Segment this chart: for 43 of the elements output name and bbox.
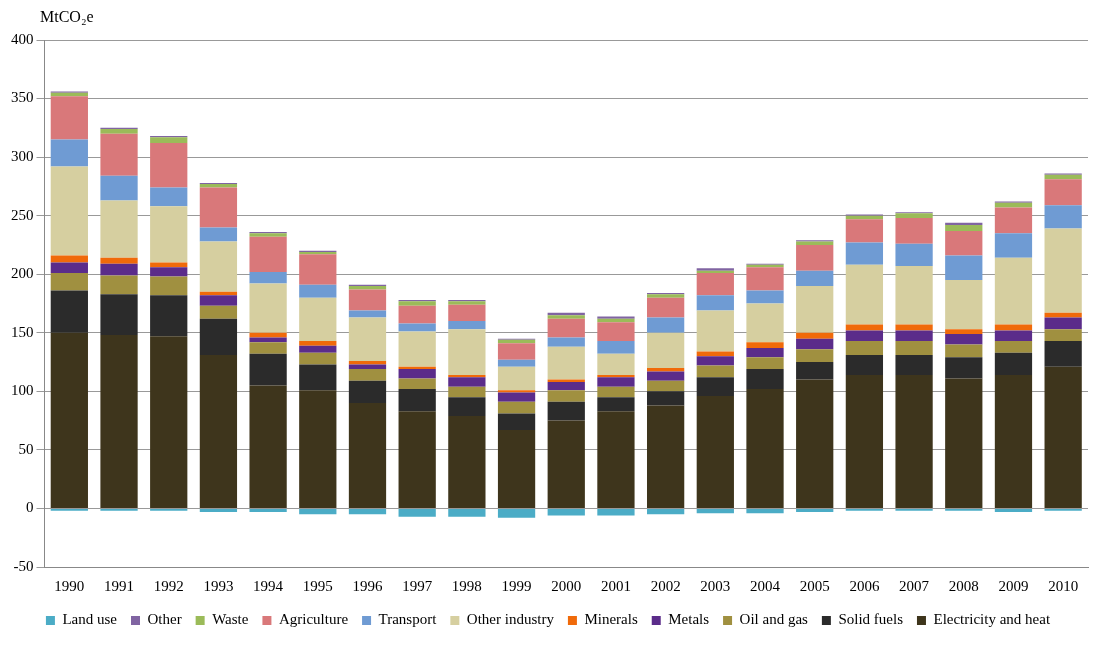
x-tick-label: 1996: [352, 577, 383, 594]
y-tick-label: 300: [11, 148, 34, 165]
x-tick-label: 1998: [451, 577, 482, 594]
x-tick-label: 2001: [600, 577, 631, 594]
y-tick-label: 50: [18, 440, 34, 457]
x-tick-label: 1993: [203, 577, 234, 594]
x-tick-label: 1999: [501, 577, 532, 594]
legend-label: Transport: [378, 611, 438, 628]
x-tick-label: 1995: [302, 577, 333, 594]
x-tick-label: 1991: [104, 577, 135, 594]
y-tick-label: 400: [11, 30, 34, 47]
x-tick-label: 1994: [253, 577, 284, 594]
x-tick-label: 2000: [551, 577, 582, 594]
x-tick-label: 1997: [402, 577, 433, 594]
x-tick-label: 1990: [54, 577, 85, 594]
y-tick-label: 0: [26, 499, 34, 516]
legend-label: Other industry: [466, 611, 555, 628]
x-tick-label: 2009: [998, 577, 1029, 594]
legend-label: Minerals: [584, 611, 638, 628]
x-tick-label: 2003: [700, 577, 731, 594]
legend-label: Solid fuels: [838, 611, 904, 628]
x-tick-label: 2004: [750, 577, 781, 594]
legend-label: Other: [147, 611, 182, 628]
x-tick-label: 2005: [799, 577, 830, 594]
legend-label: Waste: [212, 611, 249, 628]
y-tick-label: 200: [11, 265, 34, 282]
x-tick-label: 2010: [1048, 577, 1079, 594]
y-tick-label: -50: [13, 557, 34, 574]
x-tick-label: 2007: [899, 577, 930, 594]
y-tick-label: 150: [11, 323, 34, 340]
y-axis-title: MtCO₂e: [39, 8, 95, 27]
x-tick-label: 2008: [948, 577, 979, 594]
legend-label: Oil and gas: [739, 611, 809, 628]
legend-label: Electricity and heat: [933, 611, 1051, 628]
y-tick-label: 100: [11, 382, 34, 399]
legend-label: Metals: [668, 611, 710, 628]
legend-label: Land use: [62, 611, 118, 628]
legend-label: Agriculture: [278, 611, 349, 628]
x-tick-label: 2006: [849, 577, 880, 594]
x-tick-label: 1992: [153, 577, 184, 594]
y-tick-label: 250: [11, 206, 34, 223]
y-tick-label: 350: [11, 89, 34, 106]
x-tick-label: 2002: [650, 577, 681, 594]
